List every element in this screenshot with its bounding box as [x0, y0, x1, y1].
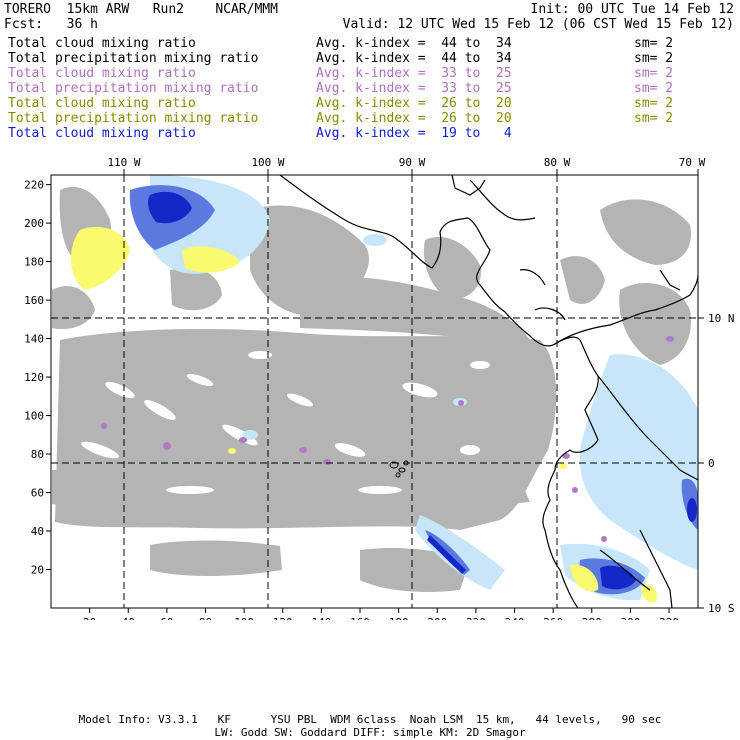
field-smoothing: sm= 2 — [634, 66, 674, 81]
lon-label-70w: 70 W — [679, 156, 706, 169]
model-info: Model Info: V3.3.1 KF YSU PBL WDM 6class… — [78, 713, 662, 726]
lon-label-80w: 80 W — [544, 156, 571, 169]
x-tick-label: 180 — [389, 616, 409, 620]
x-tick-label: 160 — [350, 616, 370, 620]
x-tick-label: 240 — [505, 616, 525, 620]
valid-time: Valid: 12 UTC Wed 15 Feb 12 (06 CST Wed … — [342, 17, 734, 32]
lat-label-0: 0 — [708, 457, 715, 470]
y-grid-ticks: 20 40 60 80 100 120 140 160 180 200 220 — [24, 179, 51, 577]
field-k-index: Avg. k-index = 19 to 4 — [316, 126, 512, 141]
y-tick-label: 220 — [24, 179, 44, 192]
map-frame — [50, 174, 699, 609]
field-k-index: Avg. k-index = 44 to 34 — [316, 36, 512, 51]
cloud-field — [51, 175, 698, 608]
lon-label-110w: 110 W — [107, 156, 140, 169]
y-tick-label: 20 — [31, 564, 44, 577]
init-time: Init: 00 UTC Tue 14 Feb 12 — [530, 2, 735, 17]
y-tick-label: 60 — [31, 487, 44, 500]
field-legend-row: Total precipitation mixing ratio Avg. k-i… — [8, 51, 673, 66]
lon-label-100w: 100 W — [251, 156, 284, 169]
field-legend-row: Total cloud mixing ratio Avg. k-index = 2… — [8, 96, 673, 111]
field-smoothing: sm= 2 — [634, 51, 674, 66]
field-k-index: Avg. k-index = 33 to 25 — [316, 66, 512, 81]
y-tick-label: 120 — [24, 371, 44, 384]
y-tick-label: 100 — [24, 410, 44, 423]
field-label: Total cloud mixing ratio — [8, 126, 196, 141]
field-label: Total precipitation mixing ratio — [8, 111, 259, 126]
x-tick-label: 60 — [160, 616, 173, 620]
field-smoothing: sm= 2 — [634, 81, 674, 96]
field-legend-row: Total precipitation mixing ratio Avg. k-i… — [8, 81, 673, 96]
lat-lon-grid — [51, 175, 698, 608]
field-smoothing: sm= 2 — [634, 111, 674, 126]
field-legend-row: Total cloud mixing ratio Avg. k-index = 1… — [8, 126, 512, 141]
y-tick-label: 180 — [24, 256, 44, 269]
x-tick-label: 280 — [582, 616, 602, 620]
field-legend-row: Total precipitation mixing ratio Avg. k-i… — [8, 111, 673, 126]
field-smoothing: sm= 2 — [634, 36, 674, 51]
x-tick-label: 40 — [122, 616, 135, 620]
lat-label-10n: 10 N — [708, 312, 735, 325]
x-grid-ticks: 20 40 60 80 100 120 140 160 180 200 220 240 260 280 30… — [83, 608, 679, 620]
x-tick-label: 200 — [427, 616, 447, 620]
y-tick-label: 200 — [24, 217, 44, 230]
field-label: Total cloud mixing ratio — [8, 66, 196, 81]
model-title: TORERO 15km ARW Run2 NCAR/MMM — [4, 2, 278, 17]
x-tick-label: 100 — [234, 616, 254, 620]
x-tick-label: 260 — [543, 616, 563, 620]
x-tick-label: 20 — [83, 616, 96, 620]
field-label: Total precipitation mixing ratio — [8, 81, 259, 96]
x-tick-label: 220 — [466, 616, 486, 620]
x-tick-label: 300 — [620, 616, 640, 620]
field-k-index: Avg. k-index = 33 to 25 — [316, 81, 512, 96]
coastlines — [279, 175, 698, 608]
x-tick-label: 80 — [199, 616, 212, 620]
forecast-hour: Fcst: 36 h — [4, 17, 98, 32]
field-label: Total cloud mixing ratio — [8, 36, 196, 51]
field-label: Total cloud mixing ratio — [8, 96, 196, 111]
x-tick-label: 140 — [311, 616, 331, 620]
field-k-index: Avg. k-index = 26 to 20 — [316, 96, 512, 111]
x-tick-label: 120 — [273, 616, 293, 620]
field-legend-row: Total cloud mixing ratio Avg. k-index = 4… — [8, 36, 673, 51]
galapagos-islands — [389, 460, 409, 478]
y-tick-label: 160 — [24, 294, 44, 307]
physics-info: LW: Godd SW: Goddard DIFF: simple KM: 2D… — [214, 726, 526, 739]
y-tick-label: 80 — [31, 448, 44, 461]
lon-label-90w: 90 W — [399, 156, 426, 169]
y-tick-label: 140 — [24, 333, 44, 346]
field-k-index: Avg. k-index = 26 to 20 — [316, 111, 512, 126]
lat-label-10s: 10 S — [708, 602, 735, 615]
forecast-map: 2040608010012014016018020022024026028030… — [24, 156, 735, 620]
field-smoothing: sm= 2 — [634, 96, 674, 111]
field-label: Total precipitation mixing ratio — [8, 51, 259, 66]
field-legend-row: Total cloud mixing ratio Avg. k-index = 3… — [8, 66, 673, 81]
field-k-index: Avg. k-index = 44 to 34 — [316, 51, 512, 66]
y-tick-label: 40 — [31, 525, 44, 538]
x-tick-label: 320 — [659, 616, 679, 620]
